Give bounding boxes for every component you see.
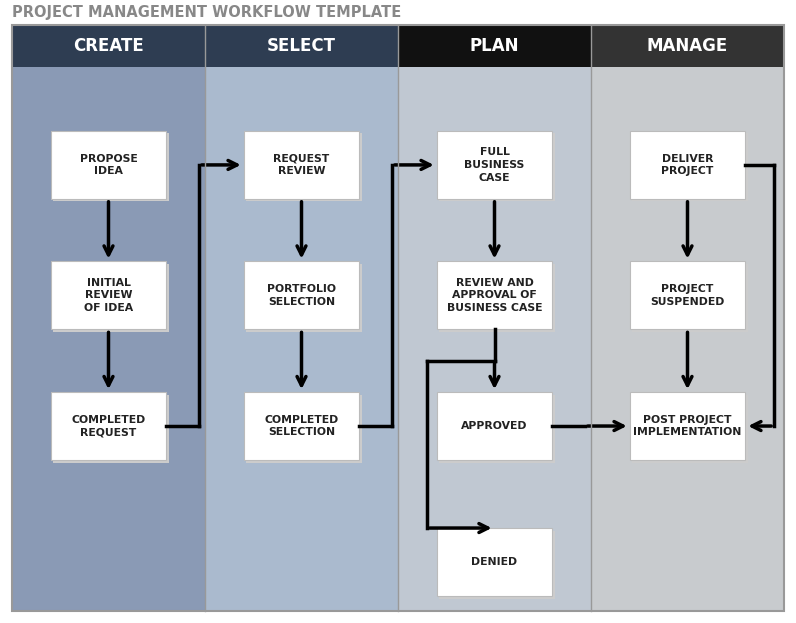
Bar [591,25,784,67]
FancyBboxPatch shape [246,133,362,201]
Text: PORTFOLIO
SELECTION: PORTFOLIO SELECTION [267,284,336,307]
FancyBboxPatch shape [53,264,169,332]
Text: CREATE: CREATE [73,37,144,55]
Text: DELIVER
PROJECT: DELIVER PROJECT [661,153,714,176]
Bar [12,25,205,67]
Text: REVIEW AND
APPROVAL OF
BUSINESS CASE: REVIEW AND APPROVAL OF BUSINESS CASE [447,278,542,313]
FancyBboxPatch shape [439,531,555,599]
FancyBboxPatch shape [51,131,166,199]
FancyBboxPatch shape [244,392,360,460]
FancyBboxPatch shape [246,264,362,332]
FancyBboxPatch shape [630,262,745,330]
FancyBboxPatch shape [439,133,555,201]
Text: COMPLETED
REQUEST: COMPLETED REQUEST [72,415,146,437]
Text: REQUEST
REVIEW: REQUEST REVIEW [273,153,330,176]
Bar [398,67,591,611]
Text: MANAGE: MANAGE [647,37,728,55]
FancyBboxPatch shape [53,133,169,201]
Text: DENIED: DENIED [471,557,517,567]
Text: PROPOSE
IDEA: PROPOSE IDEA [80,153,138,176]
FancyBboxPatch shape [51,262,166,330]
FancyBboxPatch shape [630,131,745,199]
Bar [12,67,205,611]
FancyBboxPatch shape [436,392,552,460]
FancyBboxPatch shape [630,392,745,460]
FancyBboxPatch shape [244,131,360,199]
FancyBboxPatch shape [632,394,748,462]
Text: APPROVED: APPROVED [461,421,528,431]
FancyBboxPatch shape [632,133,748,201]
Text: INITIAL
REVIEW
OF IDEA: INITIAL REVIEW OF IDEA [84,278,133,313]
FancyBboxPatch shape [53,394,169,462]
Text: SELECT: SELECT [267,37,336,55]
FancyBboxPatch shape [436,262,552,330]
FancyBboxPatch shape [439,264,555,332]
FancyBboxPatch shape [51,392,166,460]
Text: PROJECT MANAGEMENT WORKFLOW TEMPLATE: PROJECT MANAGEMENT WORKFLOW TEMPLATE [12,6,401,21]
Text: COMPLETED
SELECTION: COMPLETED SELECTION [264,415,338,437]
FancyBboxPatch shape [436,528,552,596]
Text: POST PROJECT
IMPLEMENTATION: POST PROJECT IMPLEMENTATION [634,415,742,437]
Bar [205,25,398,67]
Bar [591,67,784,611]
FancyBboxPatch shape [244,262,360,330]
FancyBboxPatch shape [246,394,362,462]
Bar [205,67,398,611]
Text: FULL
BUSINESS
CASE: FULL BUSINESS CASE [464,147,525,183]
Bar [398,25,591,67]
FancyBboxPatch shape [439,394,555,462]
FancyBboxPatch shape [632,264,748,332]
Text: PLAN: PLAN [470,37,519,55]
FancyBboxPatch shape [436,131,552,199]
Text: PROJECT
SUSPENDED: PROJECT SUSPENDED [650,284,724,307]
